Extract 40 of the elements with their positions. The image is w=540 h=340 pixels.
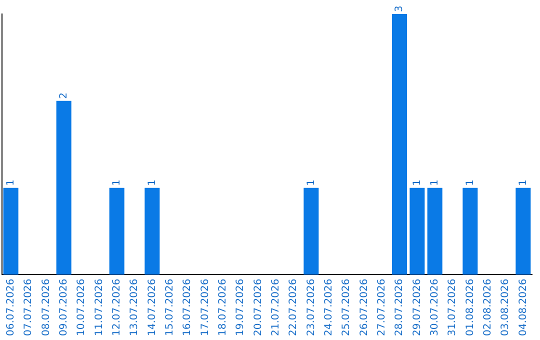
x-tick-label: 01.08.2026 [464, 278, 476, 336]
data-label: 2 [58, 92, 70, 99]
x-tick-label: 07.07.2026 [23, 278, 34, 336]
x-tick-label: 06.07.2026 [5, 278, 16, 336]
x-tick-label: 02.08.2026 [482, 278, 494, 336]
x-tick-label: 08.07.2026 [40, 278, 52, 336]
x-tick-label: 09.07.2026 [58, 278, 70, 336]
x-tick-label: 24.07.2026 [323, 278, 334, 336]
data-label: 1 [518, 179, 529, 186]
data-label: 3 [394, 6, 406, 12]
data-label: 1 [5, 179, 16, 186]
x-tick-label: 12.07.2026 [111, 278, 122, 336]
data-label: 1 [429, 179, 440, 186]
x-tick-label: 26.07.2026 [358, 278, 370, 336]
x-tick-label: 29.07.2026 [412, 278, 423, 336]
x-tick-label: 18.07.2026 [217, 278, 228, 336]
data-label: 1 [464, 179, 476, 186]
x-tick-label: 11.07.2026 [94, 278, 105, 336]
x-tick-label: 13.07.2026 [129, 278, 140, 336]
x-tick-label: 17.07.2026 [200, 278, 211, 336]
x-tick-label: 25.07.2026 [341, 278, 352, 336]
x-tick-label: 31.07.2026 [447, 278, 458, 336]
x-tick-label: 30.07.2026 [429, 278, 440, 336]
data-label: 1 [306, 179, 317, 186]
x-tick-label: 21.07.2026 [270, 278, 282, 336]
data-label: 1 [146, 179, 158, 186]
x-tick-label: 19.07.2026 [235, 278, 246, 336]
x-tick-label: 27.07.2026 [376, 278, 388, 336]
x-tick-label: 04.08.2026 [518, 278, 529, 336]
x-tick-label: 20.07.2026 [252, 278, 264, 336]
data-label: 1 [111, 179, 122, 186]
x-tick-label: 22.07.2026 [288, 278, 300, 336]
data-label: 1 [412, 179, 423, 186]
x-tick-label: 15.07.2026 [164, 278, 176, 336]
x-tick-label: 28.07.2026 [394, 278, 406, 336]
x-tick-label: 10.07.2026 [76, 278, 88, 336]
x-tick-label: 23.07.2026 [306, 278, 317, 336]
x-tick-label: 03.08.2026 [500, 278, 512, 336]
x-tick-label: 14.07.2026 [146, 278, 158, 336]
x-tick-label: 16.07.2026 [182, 278, 194, 336]
